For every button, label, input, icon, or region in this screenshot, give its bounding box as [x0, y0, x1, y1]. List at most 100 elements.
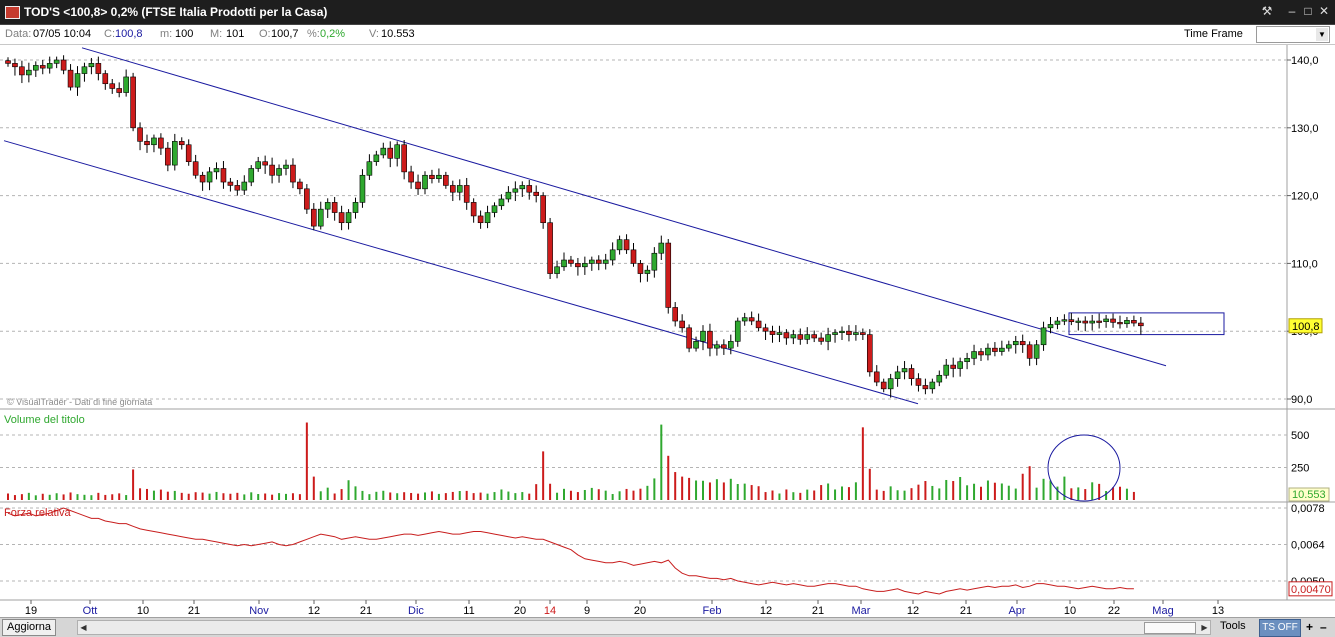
candle-body	[359, 174, 366, 203]
ts-off-button[interactable]: TS OFF	[1259, 619, 1301, 637]
candle-body	[609, 249, 616, 261]
tools-icon[interactable]: ⚒	[1261, 4, 1273, 18]
volume-bar	[97, 492, 100, 500]
candle-body	[1110, 318, 1116, 323]
volume-bar	[980, 486, 982, 500]
price-axis-label: 130,0	[1291, 123, 1319, 135]
candle-body	[602, 259, 609, 264]
date-axis-label: Apr	[1008, 605, 1025, 617]
candle-body	[665, 242, 672, 308]
candle-body	[241, 181, 248, 191]
candle-body	[964, 358, 970, 363]
volume-bar	[340, 489, 343, 500]
candle-body	[255, 161, 261, 169]
candle-body	[408, 171, 414, 183]
price-axis-label: 120,0	[1291, 191, 1319, 203]
candle-body	[853, 332, 859, 335]
volume-bar	[1105, 491, 1108, 500]
candle-body	[908, 368, 915, 379]
volume-bar	[736, 484, 739, 500]
volume-bar	[590, 487, 593, 500]
close-button[interactable]: ✕	[1318, 4, 1330, 18]
volume-bar	[604, 490, 607, 500]
candle-body	[832, 332, 838, 335]
candle-body	[109, 83, 116, 89]
scrollbar-thumb[interactable]	[1144, 622, 1196, 634]
strength-panel-title: Forza relativa	[4, 507, 72, 519]
candle-body	[373, 154, 380, 162]
candle-body	[137, 127, 143, 142]
volume-bar	[931, 485, 934, 500]
volume-bar	[278, 493, 281, 500]
volume-bar	[729, 478, 732, 500]
candle-body	[686, 327, 692, 349]
candle-body	[123, 76, 129, 93]
candle-body	[213, 168, 220, 173]
volume-bar	[111, 494, 114, 500]
horizontal-scrollbar[interactable]: ◀ ▶	[77, 620, 1211, 635]
candle-body	[588, 259, 595, 264]
chevron-down-icon[interactable]: ▼	[1316, 28, 1328, 41]
channel-upper-line	[81, 47, 1167, 367]
scroll-left-arrow-icon[interactable]: ◀	[80, 623, 87, 632]
volume-bar	[410, 492, 413, 500]
change-label: %:	[307, 28, 320, 40]
consolidation-box	[1068, 312, 1225, 336]
volume-bar	[861, 427, 864, 500]
volume-bar	[159, 489, 162, 500]
volume-axis-label: 500	[1291, 430, 1309, 442]
candle-body	[929, 381, 936, 390]
zoom-out-button[interactable]: –	[1320, 620, 1327, 634]
volume-bar	[479, 492, 482, 500]
candle-body	[783, 332, 790, 339]
data-source-watermark: © VisualTrader - Dati di fine giornata	[7, 397, 152, 407]
price-axis-label: 90,0	[1291, 394, 1312, 406]
volume-bar	[7, 493, 9, 500]
candle-body	[151, 137, 157, 146]
candle-body	[46, 63, 53, 69]
volume-bar	[493, 492, 496, 500]
candle-body	[860, 332, 866, 335]
candle-body	[512, 188, 519, 193]
date-axis-label: Mag	[1152, 605, 1173, 617]
volume-bar	[152, 490, 155, 500]
candle-body	[839, 330, 845, 334]
zoom-in-button[interactable]: +	[1306, 620, 1314, 634]
volume-bar	[1077, 487, 1080, 500]
date-axis-label: 20	[634, 605, 646, 617]
candle-body	[415, 181, 421, 190]
volume-bar	[451, 491, 454, 500]
volume-bar	[13, 495, 16, 500]
candle-body	[1054, 320, 1061, 325]
volume-bar	[771, 490, 774, 500]
minimize-button[interactable]: –	[1288, 4, 1296, 18]
scroll-right-arrow-icon[interactable]: ▶	[1201, 623, 1208, 632]
date-axis-label: 13	[1212, 605, 1224, 617]
candle-body	[32, 65, 39, 71]
candle-body	[1089, 320, 1095, 324]
candle-body	[1124, 320, 1130, 325]
candle-body	[422, 174, 428, 190]
date-axis-label: 10	[1064, 605, 1076, 617]
volume-bar	[194, 492, 197, 500]
candle-body	[985, 347, 991, 356]
volume-panel-title: Volume del titolo	[4, 414, 85, 426]
candle-body	[262, 161, 268, 166]
date-axis-label: 22	[1108, 605, 1120, 617]
low-label: m:	[160, 28, 173, 40]
restore-button[interactable]: □	[1304, 4, 1312, 18]
date-axis-label: 11	[463, 605, 474, 617]
candle-body	[1131, 320, 1137, 324]
update-button[interactable]: Aggiorna	[2, 619, 57, 636]
time-frame-select[interactable]: ▼	[1256, 26, 1330, 43]
volume-bar	[799, 492, 802, 500]
tools-menu[interactable]: Tools	[1220, 620, 1246, 632]
candle-body	[1019, 341, 1026, 346]
volume-bar	[125, 495, 128, 500]
app-chart-icon	[5, 6, 20, 19]
candle-body	[922, 385, 929, 390]
volume-bar	[1091, 482, 1094, 500]
volume-bar	[868, 468, 871, 500]
volume-bar	[556, 492, 559, 500]
